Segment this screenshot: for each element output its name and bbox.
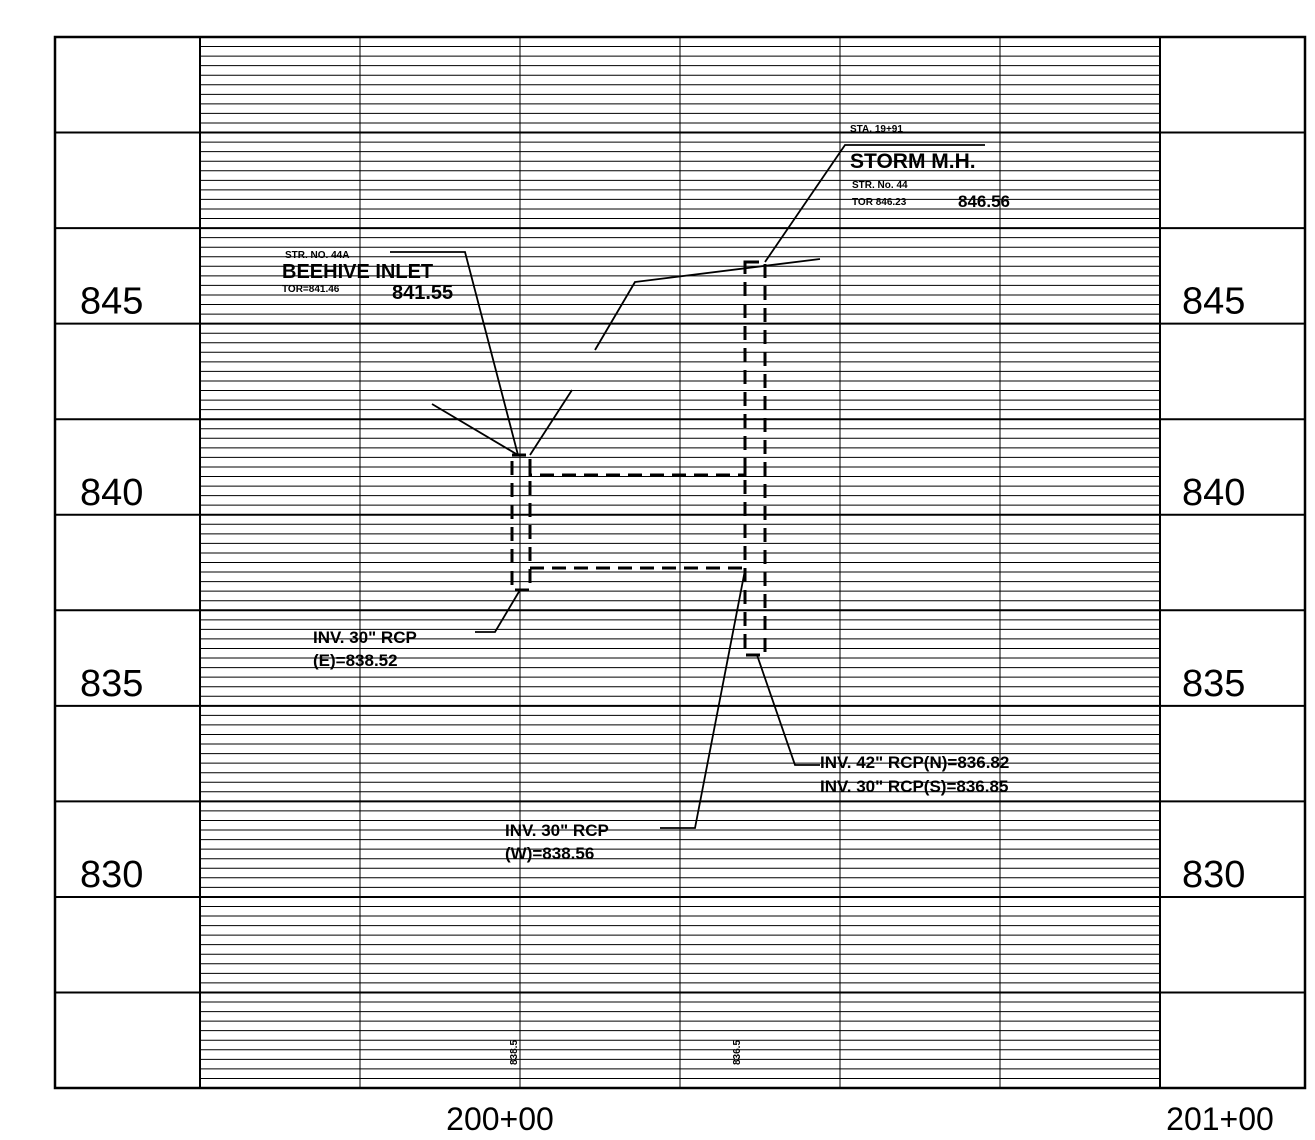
manhole-structure: [743, 260, 767, 657]
structure-no: STR. No. 44: [852, 180, 908, 191]
invert-elevation: 836.5: [732, 1040, 743, 1065]
elevation-labels: 845 845 840 840 835 835 830 830: [80, 281, 1245, 896]
grid: [55, 36, 1305, 1089]
inlet-title: BEEHIVE INLET: [282, 261, 433, 283]
invert-note: (E)=838.52: [313, 651, 398, 670]
invert-elevation: 838.5: [509, 1040, 520, 1065]
frame: [53, 35, 1307, 1090]
elevation-label: 835: [1182, 663, 1245, 705]
leader: [475, 589, 521, 633]
ground-line: [431, 403, 519, 456]
top-of-rim: TOR=841.46: [282, 284, 340, 295]
leader: [390, 251, 519, 456]
leader: [660, 569, 746, 829]
invert-note: INV. 30" RCP: [313, 628, 417, 647]
invert-note: INV. 30" RCP(S)=836.85: [820, 777, 1008, 796]
leader: [756, 654, 820, 766]
station-label: 201+00: [1166, 1101, 1274, 1137]
elevation-label: 845: [1182, 281, 1245, 323]
station-label: 200+00: [446, 1101, 554, 1137]
invert-note: INV. 42" RCP(N)=836.82: [820, 753, 1009, 772]
invert-note: (W)=838.56: [505, 844, 594, 863]
top-value: 846.56: [958, 192, 1010, 211]
elevation-label: 835: [80, 663, 143, 705]
top-of-rim: TOR 846.23: [852, 197, 907, 208]
elevation-label: 830: [1182, 854, 1245, 896]
ground-line: [594, 258, 821, 351]
top-value: 841.55: [392, 282, 453, 304]
elevation-label: 840: [1182, 472, 1245, 514]
inlet-structure: [510, 453, 532, 592]
elevation-label: 840: [80, 472, 143, 514]
pipe: [528, 463, 747, 477]
structure-no: STR. NO. 44A: [285, 250, 349, 261]
leader: [764, 144, 985, 263]
elevation-label: 845: [80, 281, 143, 323]
ground-line: [529, 389, 573, 456]
manhole-title: STORM M.H.: [850, 150, 976, 173]
elevation-label: 830: [80, 854, 143, 896]
station-note: STA. 19+91: [850, 124, 903, 135]
invert-note: INV. 30" RCP: [505, 821, 609, 840]
